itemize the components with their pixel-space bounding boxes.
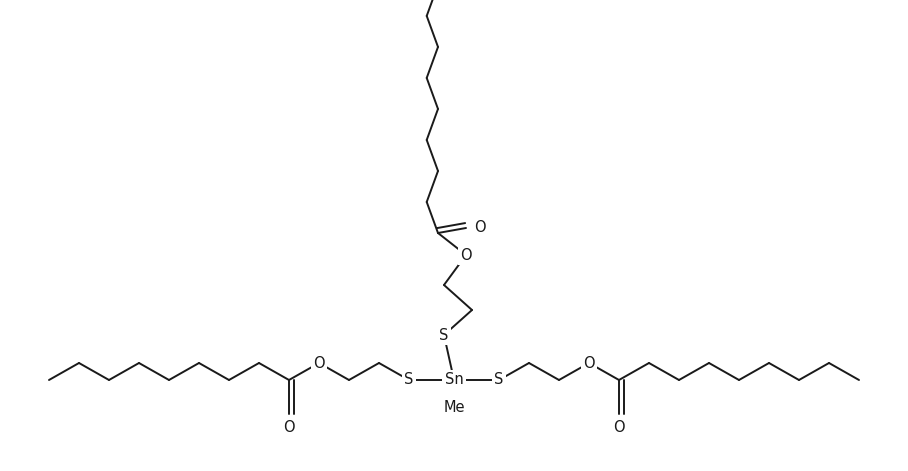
Text: S: S: [439, 327, 449, 342]
Text: Sn: Sn: [445, 373, 463, 388]
Text: O: O: [613, 421, 625, 436]
Text: O: O: [583, 356, 595, 371]
Text: O: O: [460, 247, 472, 262]
Text: S: S: [404, 373, 414, 388]
Text: Me: Me: [443, 400, 465, 415]
Text: S: S: [494, 373, 504, 388]
Text: O: O: [474, 220, 486, 236]
Text: O: O: [283, 421, 295, 436]
Text: O: O: [313, 356, 325, 371]
